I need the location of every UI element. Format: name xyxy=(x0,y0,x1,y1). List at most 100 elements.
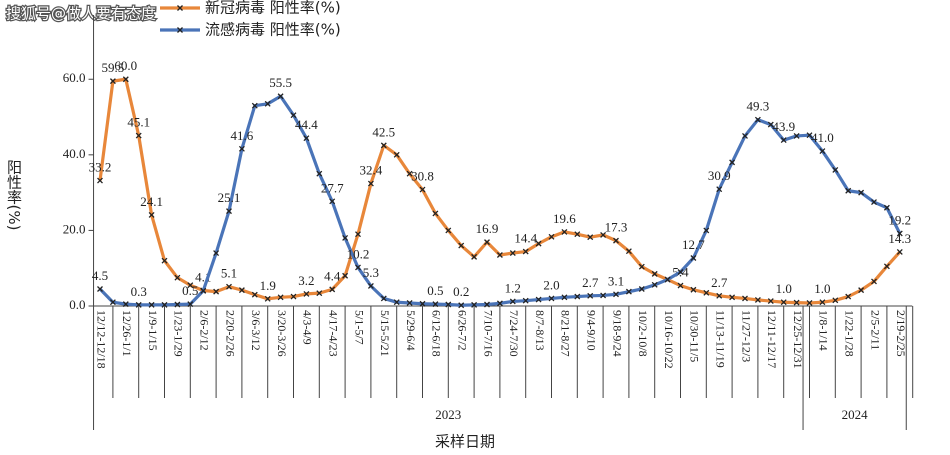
point-marker xyxy=(522,297,529,304)
data-label: 41.6 xyxy=(231,128,254,143)
point-marker xyxy=(458,242,465,249)
x-tick-label: 10/30-11/5 xyxy=(688,310,702,362)
data-label: 42.5 xyxy=(372,124,395,139)
point-marker xyxy=(380,295,387,302)
data-label: 2.7 xyxy=(582,275,599,290)
y-tick-label: 40.0 xyxy=(63,146,86,161)
point-marker xyxy=(432,210,439,217)
x-tick-label: 5/29-6/4 xyxy=(404,310,418,351)
point-marker xyxy=(832,166,839,173)
data-label: 1.2 xyxy=(505,280,521,295)
point-marker xyxy=(122,301,129,308)
point-marker xyxy=(677,269,684,275)
x-tick-label: 4/17-4/23 xyxy=(326,310,340,357)
x-tick-label: 1/8-1/14 xyxy=(817,310,831,351)
point-marker xyxy=(264,295,271,302)
point-marker xyxy=(574,293,581,300)
point-marker xyxy=(342,272,349,279)
legend-marker xyxy=(177,5,183,11)
point-marker xyxy=(871,199,877,206)
point-marker xyxy=(471,253,478,260)
point-marker xyxy=(625,288,632,295)
data-label: 0.5 xyxy=(427,283,443,298)
point-marker xyxy=(471,301,478,308)
point-marker xyxy=(419,300,426,307)
point-marker xyxy=(161,301,168,308)
point-marker xyxy=(767,298,774,305)
data-label: 3.2 xyxy=(298,273,314,288)
point-marker xyxy=(303,290,310,297)
x-tick-label: 11/27-12/3 xyxy=(739,310,753,362)
point-marker xyxy=(896,248,903,255)
point-marker xyxy=(716,186,723,193)
point-marker xyxy=(883,204,890,211)
point-marker xyxy=(264,100,271,107)
point-marker xyxy=(780,137,787,144)
x-tick-label: 4/3-4/9 xyxy=(301,310,315,345)
point-marker xyxy=(806,300,813,306)
data-label: 10.2 xyxy=(347,246,370,261)
x-tick-label: 8/21-8/27 xyxy=(559,310,573,357)
x-tick-label: 3/20-3/26 xyxy=(275,310,289,357)
point-marker xyxy=(496,300,503,307)
legend-label: 新冠病毒 阳性率(%) xyxy=(205,0,341,17)
x-axis-title: 采样日期 xyxy=(435,433,495,451)
point-marker xyxy=(393,151,400,158)
point-marker xyxy=(638,286,645,292)
point-marker xyxy=(97,177,103,184)
point-marker xyxy=(819,148,826,155)
data-label: 0.2 xyxy=(453,284,469,299)
point-marker xyxy=(535,240,542,247)
data-label: 44.4 xyxy=(295,117,318,132)
point-marker xyxy=(496,252,503,258)
point-marker xyxy=(509,298,516,305)
watermark: 搜狐号@做人要有态度 xyxy=(6,5,156,23)
point-marker xyxy=(174,301,181,308)
x-tick-label: 8/7-8/13 xyxy=(533,310,547,351)
point-marker xyxy=(703,227,710,234)
data-label: 5.1 xyxy=(221,266,237,281)
data-label: 27.7 xyxy=(321,180,344,195)
point-marker xyxy=(342,235,349,241)
data-label: 24.1 xyxy=(140,194,163,209)
x-tick-label: 12/12-12/18 xyxy=(94,310,108,369)
point-marker xyxy=(600,292,607,299)
x-tick-label: 5/1-5/7 xyxy=(352,310,366,345)
x-tick-label: 2/20-2/26 xyxy=(223,310,237,357)
data-label: 43.9 xyxy=(772,119,795,134)
point-marker xyxy=(664,276,671,283)
y-tick-label: 0.0 xyxy=(69,297,85,312)
point-marker xyxy=(819,299,826,306)
point-marker xyxy=(548,233,555,240)
point-marker xyxy=(148,211,155,218)
point-marker xyxy=(355,264,361,271)
group-label: 2024 xyxy=(842,407,869,422)
point-marker xyxy=(135,301,142,308)
point-marker xyxy=(767,121,774,128)
point-marker xyxy=(277,93,284,100)
group-label: 2023 xyxy=(435,407,461,422)
point-marker xyxy=(406,300,413,306)
x-tick-label: 3/6-3/12 xyxy=(249,310,263,351)
x-tick-label: 12/25-12/31 xyxy=(791,310,805,369)
x-tick-label: 2/19-2/25 xyxy=(894,310,908,357)
x-tick-label: 7/24-7/30 xyxy=(507,310,521,357)
x-tick-label: 6/26-7/2 xyxy=(455,310,469,351)
point-marker xyxy=(406,170,413,177)
x-tick-label: 9/18-9/24 xyxy=(610,310,624,357)
point-marker xyxy=(832,297,839,304)
data-label: 33.2 xyxy=(89,160,112,175)
point-marker xyxy=(329,286,336,293)
data-label: 1.0 xyxy=(776,281,792,296)
data-label: 25.1 xyxy=(218,190,241,205)
point-marker xyxy=(238,145,245,152)
point-marker xyxy=(806,132,813,139)
point-marker xyxy=(251,102,258,109)
point-marker xyxy=(355,231,361,238)
data-label: 30.9 xyxy=(708,168,731,183)
point-marker xyxy=(548,295,555,302)
point-marker xyxy=(535,296,542,303)
point-marker xyxy=(484,301,490,308)
y-axis-title: 阳性率(%) xyxy=(5,160,23,231)
data-label: 14.4 xyxy=(514,231,537,246)
